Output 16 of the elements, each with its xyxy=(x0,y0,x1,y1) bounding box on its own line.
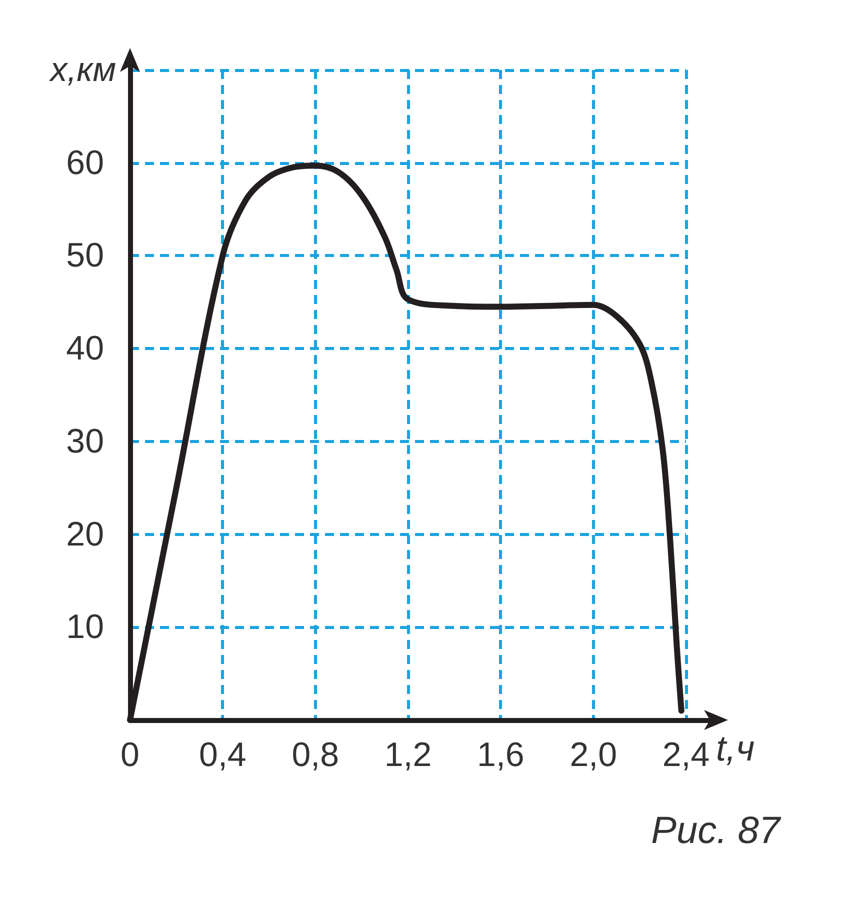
x-tick-label: 1,2 xyxy=(384,736,432,774)
text: Рис. 87 xyxy=(651,810,782,852)
y-tick-label: 20 xyxy=(66,515,104,554)
y-tick-label: 30 xyxy=(66,422,104,460)
y-tick-label: 40 xyxy=(66,330,104,368)
x-tick-label: 2,4 xyxy=(662,736,710,774)
x-tick-label: 1,6 xyxy=(477,736,524,774)
x-tick-label: 0 xyxy=(120,736,140,774)
y-axis-title: x,км xyxy=(48,51,116,89)
y-tick-label: 10 xyxy=(66,608,104,646)
x-axis-title: t,ч xyxy=(716,728,755,768)
y-tick-label: 60 xyxy=(66,144,104,182)
x-tick-label: 0,8 xyxy=(292,736,339,774)
y-tick-label: 50 xyxy=(66,236,104,275)
x-tick-label: 0,4 xyxy=(199,736,246,774)
x-tick-label: 2,0 xyxy=(570,736,617,774)
